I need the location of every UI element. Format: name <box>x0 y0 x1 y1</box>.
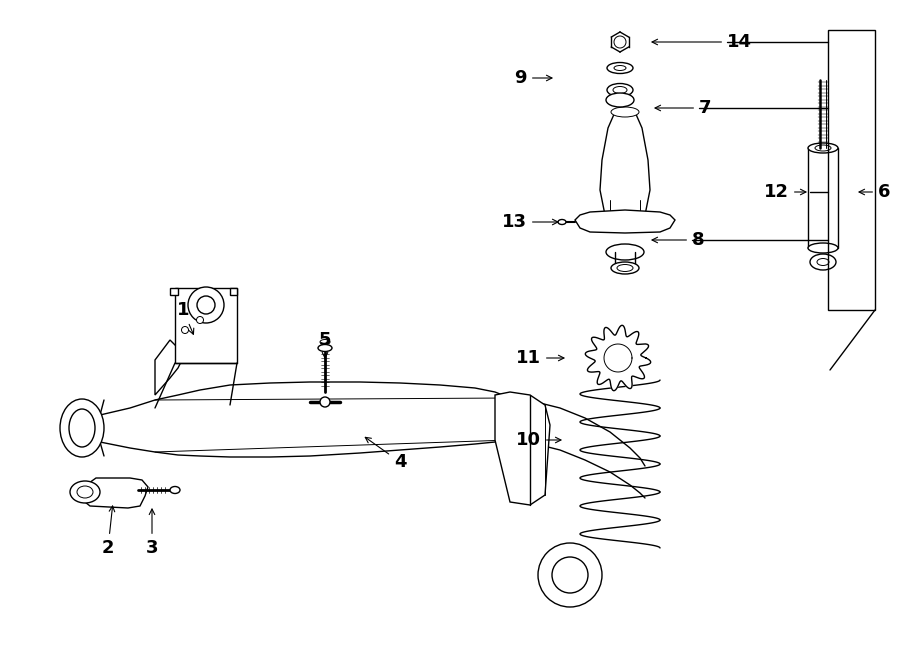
Text: 2: 2 <box>102 506 114 557</box>
Bar <box>808 148 838 248</box>
Circle shape <box>188 287 224 323</box>
Bar <box>828 30 875 310</box>
Text: 8: 8 <box>652 231 705 249</box>
Circle shape <box>538 543 602 607</box>
Polygon shape <box>80 478 148 508</box>
Polygon shape <box>495 392 550 505</box>
Ellipse shape <box>617 264 633 272</box>
Ellipse shape <box>613 87 627 93</box>
Ellipse shape <box>611 262 639 274</box>
Text: 5: 5 <box>319 331 331 358</box>
Polygon shape <box>600 108 650 215</box>
Ellipse shape <box>606 93 634 107</box>
Circle shape <box>182 327 188 334</box>
Ellipse shape <box>318 344 332 352</box>
Circle shape <box>614 36 626 48</box>
Ellipse shape <box>320 340 330 344</box>
Text: 4: 4 <box>365 438 406 471</box>
Ellipse shape <box>607 63 633 73</box>
Ellipse shape <box>810 254 836 270</box>
Polygon shape <box>604 344 632 372</box>
Bar <box>175 288 237 363</box>
Polygon shape <box>170 288 178 295</box>
Ellipse shape <box>611 107 639 117</box>
Text: 1: 1 <box>176 301 194 334</box>
Circle shape <box>552 557 588 593</box>
Text: 10: 10 <box>516 431 561 449</box>
Text: 11: 11 <box>516 349 564 367</box>
Polygon shape <box>575 210 675 233</box>
Ellipse shape <box>808 243 838 253</box>
Text: 6: 6 <box>859 183 890 201</box>
Ellipse shape <box>606 244 644 260</box>
Text: 14: 14 <box>652 33 752 51</box>
Ellipse shape <box>77 486 93 498</box>
Text: 7: 7 <box>655 99 712 117</box>
Text: 9: 9 <box>515 69 552 87</box>
Ellipse shape <box>815 145 831 151</box>
Ellipse shape <box>70 481 100 503</box>
Polygon shape <box>585 325 651 391</box>
Text: 12: 12 <box>764 183 806 201</box>
Polygon shape <box>230 288 237 295</box>
Text: 3: 3 <box>146 509 158 557</box>
Ellipse shape <box>817 258 829 266</box>
Ellipse shape <box>170 486 180 494</box>
Ellipse shape <box>69 409 95 447</box>
Ellipse shape <box>614 65 626 71</box>
Ellipse shape <box>808 143 838 153</box>
Ellipse shape <box>60 399 104 457</box>
Polygon shape <box>155 340 183 395</box>
Circle shape <box>196 317 203 323</box>
Ellipse shape <box>607 83 633 97</box>
Circle shape <box>197 296 215 314</box>
Circle shape <box>320 397 330 407</box>
Text: 13: 13 <box>502 213 558 231</box>
Ellipse shape <box>558 219 566 225</box>
